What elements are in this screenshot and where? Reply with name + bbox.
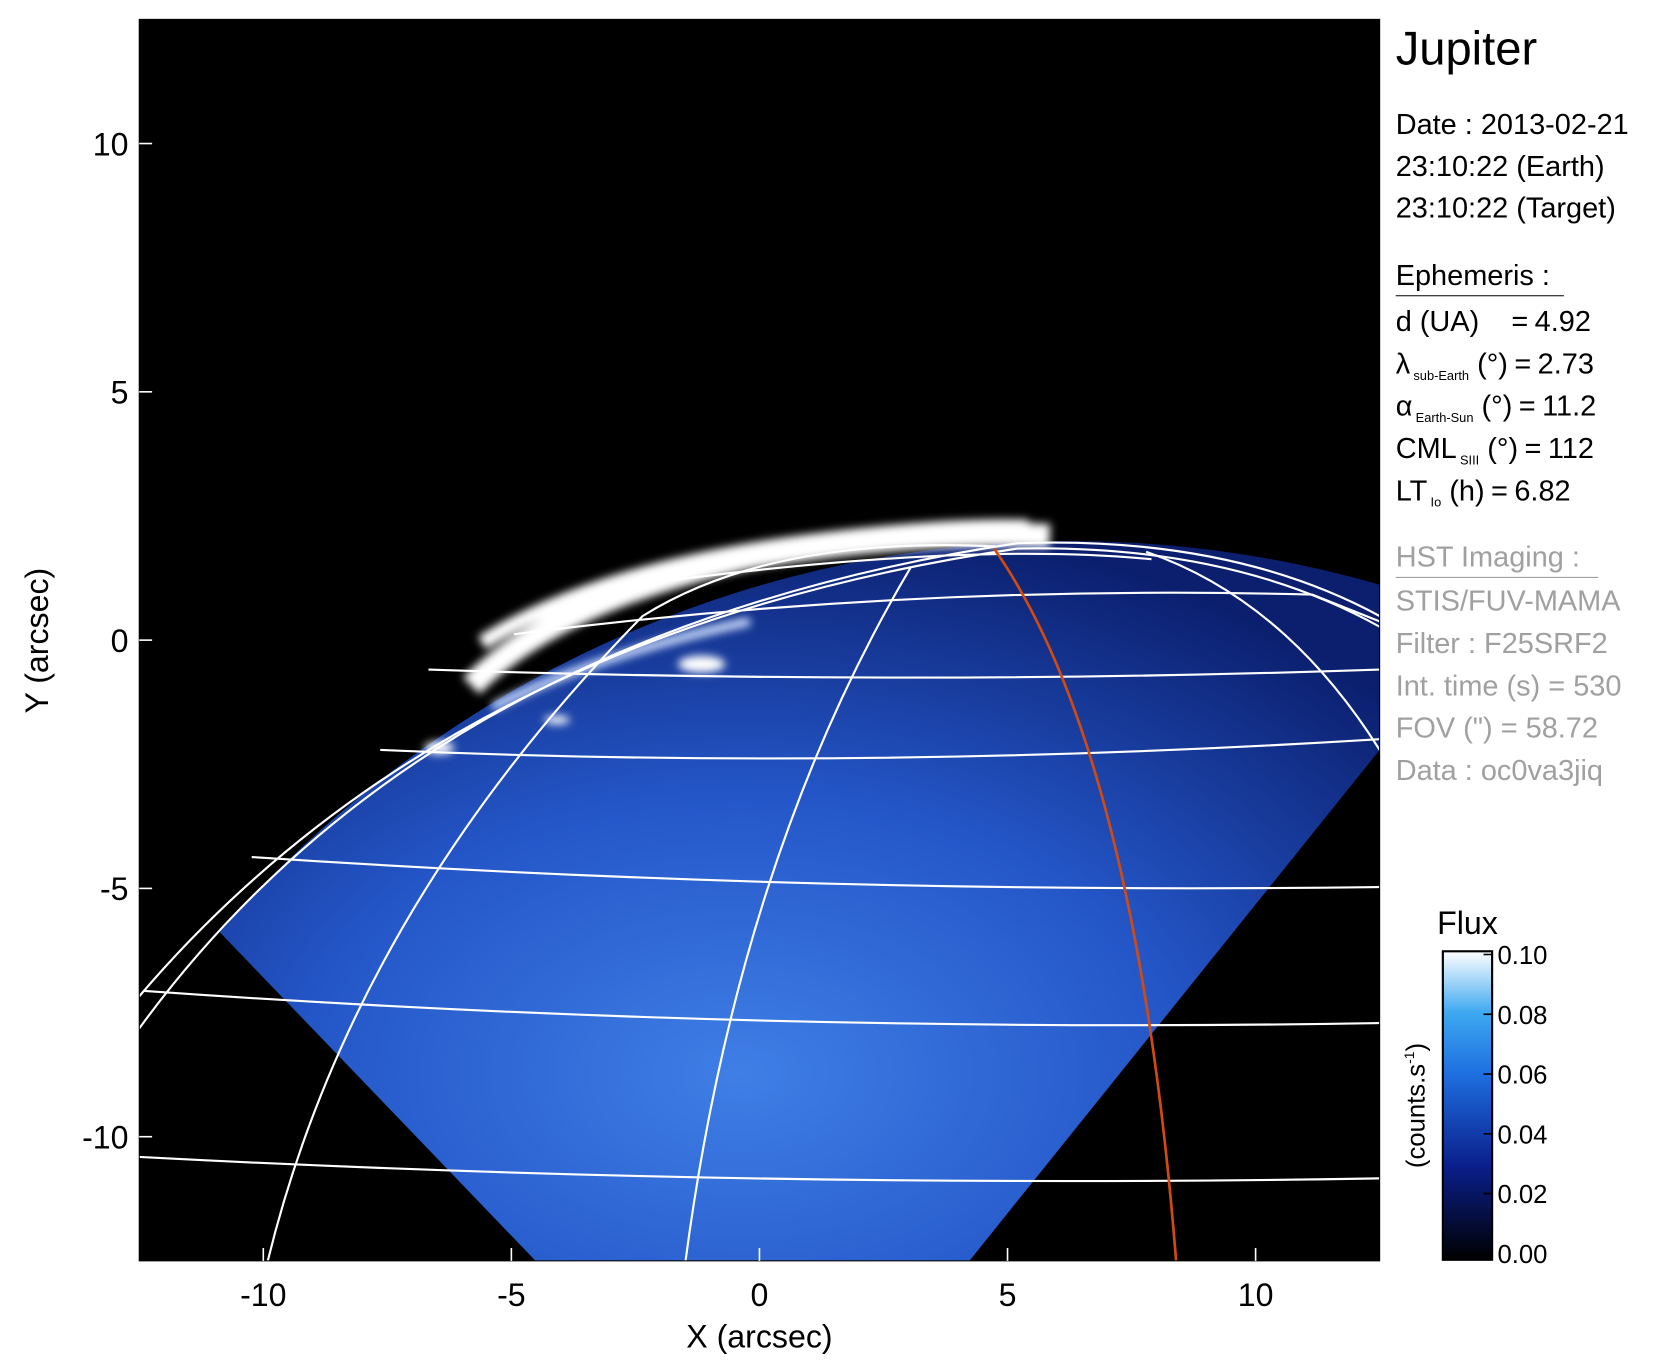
date-line: Date : 2013-02-21 [1396,109,1629,141]
grid-overlay [139,541,1380,1261]
y-tick-label: 5 [111,375,129,411]
planet-title: Jupiter [1396,21,1537,74]
x-tick-label: -5 [497,1277,526,1313]
meridian [992,547,1178,1261]
y-tick-label: 10 [93,126,129,162]
colorbar-label-sup: -1 [1401,1051,1417,1064]
image [139,19,1380,1261]
ephemeris-sep: = [1514,348,1531,380]
x-axis-label: X (arcsec) [686,1319,832,1355]
y-tick-label: 0 [111,623,129,659]
colorbar-label: (counts.s-1) [1401,1043,1431,1168]
ephemeris-gap [1441,475,1449,507]
y-tick-label: -5 [100,871,129,907]
ephemeris-line: CML SIII (°) = 112 [1396,433,1594,467]
ephemeris-sep: = [1525,433,1542,465]
ephemeris-line: λ sub-Earth (°) = 2.73 [1396,348,1594,382]
ephemeris-sep: = [1519,391,1536,423]
ephemeris-value: 6.82 [1514,475,1570,507]
ephemeris-value: 4.92 [1535,306,1591,338]
imaging-line: Data : oc0va3jiq [1396,755,1603,787]
ephemeris-unit: (°) [1482,391,1513,423]
colorbar-tick-label: 0.04 [1497,1121,1547,1149]
ephemeris-title: Ephemeris : [1396,260,1550,292]
date-line: 23:10:22 (Earth) [1396,151,1605,183]
ephemeris-line: LT Io (h) = 6.82 [1396,475,1571,509]
colorbar-tick-label: 0.08 [1497,1002,1547,1030]
ephemeris-sep: = [1491,475,1508,507]
imaging-title: HST Imaging : [1396,542,1580,574]
y-axis-label: Y (arcsec) [19,568,55,714]
ephemeris-sub: Io [1431,495,1442,510]
colorbar-label-end: ) [1403,1043,1431,1052]
aurora [424,519,1051,755]
colorbar-tick-label: 0.00 [1497,1241,1547,1269]
colorbar [1441,950,1494,1261]
ephemeris-sub: Earth-Sun [1416,410,1474,425]
ephemeris-unit: (h) [1449,475,1484,507]
imaging-line: Int. time (s) = 530 [1396,670,1622,702]
ephemeris-sub: SIII [1460,452,1479,467]
ephemeris-symbol: LT [1396,475,1428,507]
imaging-line: Filter : F25SRF2 [1396,628,1608,660]
colorbar-label-text: (counts.s [1403,1064,1431,1168]
colorbar-tick-label: 0.06 [1497,1062,1547,1090]
ephemeris-symbol: d (UA) [1396,306,1480,338]
x-tick-label: 5 [999,1277,1017,1313]
ephemeris-line: d (UA) = 4.92 [1396,306,1591,338]
ephemeris-sep: = [1511,306,1528,338]
colorbar-title: Flux [1437,905,1498,941]
imaging-line: FOV (") = 58.72 [1396,713,1598,745]
ephemeris-gap [1473,391,1481,423]
date-line: 23:10:22 (Target) [1396,193,1616,225]
ephemeris-symbol: λ [1396,348,1411,380]
colorbar-tick-label: 0.02 [1497,1181,1547,1209]
ephemeris-value: 112 [1548,433,1594,465]
ephemeris-sub: sub-Earth [1413,368,1469,383]
x-tick-label: -10 [240,1277,286,1313]
info-panel: Jupiter Date : 2013-02-21 23:10:22 (Earth)… [1395,21,1629,787]
ephemeris-symbol: CML [1396,433,1457,465]
ephemeris-symbol: α [1396,391,1413,423]
y-tick-label: -10 [82,1119,128,1155]
ephemeris-unit: (°) [1487,433,1518,465]
ephemeris-line: α Earth-Sun (°) = 11.2 [1396,391,1596,425]
x-tick-label: 0 [751,1277,769,1313]
x-tick-label: 10 [1238,1277,1274,1313]
ephemeris-value: 2.73 [1538,348,1594,380]
colorbar-tick-label: 0.10 [1497,942,1547,970]
ephemeris-gap [1479,433,1487,465]
ephemeris-gap [1469,348,1477,380]
ephemeris-unit: (°) [1477,348,1508,380]
ephemeris-value: 11.2 [1542,391,1596,423]
imaging-line: STIS/FUV-MAMA [1396,586,1622,618]
